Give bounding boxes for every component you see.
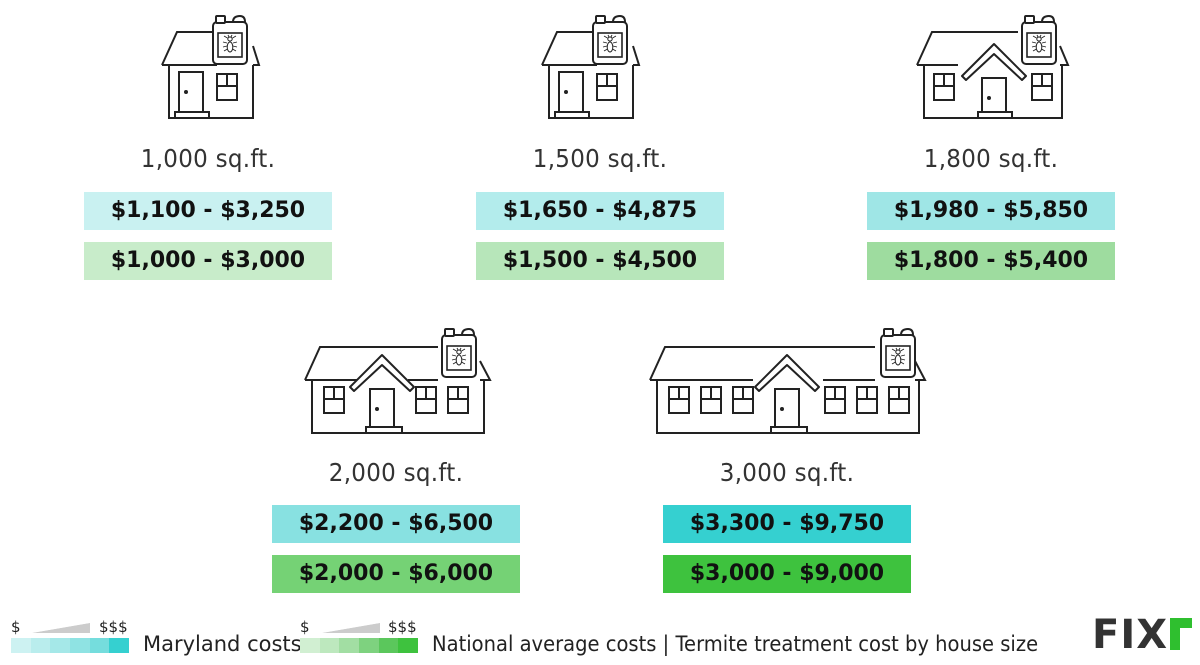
maryland-cost-1800: $1,980 - $5,850: [867, 192, 1115, 230]
maryland-scale-wedge: [32, 623, 90, 633]
national-cost-1800: $1,800 - $5,400: [867, 242, 1115, 280]
maryland-cost-1500: $1,650 - $4,875: [476, 192, 724, 230]
national-legend-label: National average costs | Termite treatme…: [432, 632, 1039, 656]
sqft-label-3000: 3,000 sq.ft.: [719, 458, 855, 487]
sqft-label-1000: 1,000 sq.ft.: [140, 144, 276, 173]
maryland-legend-label: Maryland costs: [143, 632, 302, 656]
maryland-cost-1000: $1,100 - $3,250: [84, 192, 332, 230]
house-icon-1800: [910, 10, 1075, 125]
national-scale-high: $$$: [388, 618, 417, 636]
maryland-scale-high: $$$: [99, 618, 128, 636]
maryland-scale-low: $: [11, 618, 21, 636]
sqft-label-1500: 1,500 sq.ft.: [532, 144, 668, 173]
national-cost-3000: $3,000 - $9,000: [663, 555, 911, 593]
national-cost-1000: $1,000 - $3,000: [84, 242, 332, 280]
house-icon-1000: [155, 10, 265, 125]
maryland-cost-2000: $2,200 - $6,500: [272, 505, 520, 543]
national-cost-1500: $1,500 - $4,500: [476, 242, 724, 280]
sqft-label-1800: 1,800 sq.ft.: [923, 144, 1059, 173]
maryland-color-scale: [11, 638, 130, 653]
national-color-scale: [300, 638, 419, 653]
maryland-cost-3000: $3,300 - $9,750: [663, 505, 911, 543]
national-scale-wedge: [322, 623, 380, 633]
fixr-logo: FIX: [1092, 612, 1193, 658]
national-scale-low: $: [300, 618, 310, 636]
national-cost-2000: $2,000 - $6,000: [272, 555, 520, 593]
logo-text-dark: FIX: [1092, 612, 1169, 658]
house-icon-1500: [535, 10, 645, 125]
house-icon-3000: [643, 325, 933, 440]
house-icon-2000: [298, 325, 498, 440]
sqft-label-2000: 2,000 sq.ft.: [328, 458, 464, 487]
logo-mark-green: [1170, 618, 1193, 650]
